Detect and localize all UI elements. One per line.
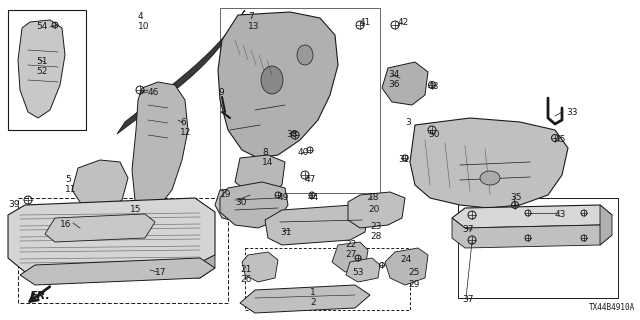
- Text: 6: 6: [180, 118, 186, 127]
- Text: 35: 35: [510, 193, 522, 202]
- Text: 49: 49: [278, 193, 289, 202]
- Text: 5: 5: [65, 175, 71, 184]
- Text: 53: 53: [352, 268, 364, 277]
- Text: 12: 12: [180, 128, 191, 137]
- Text: 24: 24: [400, 255, 412, 264]
- Text: 47: 47: [305, 175, 316, 184]
- Bar: [220, 8, 380, 193]
- Bar: [8, 10, 86, 130]
- Text: 43: 43: [555, 210, 566, 219]
- Text: 54: 54: [36, 22, 47, 31]
- Polygon shape: [382, 62, 428, 105]
- Text: 4: 4: [138, 12, 143, 21]
- Polygon shape: [240, 285, 370, 313]
- Text: 16: 16: [60, 220, 72, 229]
- Text: 15: 15: [130, 205, 141, 214]
- Text: 7: 7: [248, 12, 253, 21]
- Polygon shape: [117, 10, 245, 134]
- Text: 50: 50: [428, 130, 440, 139]
- Polygon shape: [18, 20, 65, 118]
- Text: TX44B4910A: TX44B4910A: [589, 303, 635, 312]
- Text: 22: 22: [345, 240, 356, 249]
- Polygon shape: [410, 118, 568, 208]
- Polygon shape: [452, 205, 612, 228]
- Text: 46: 46: [148, 88, 159, 97]
- Text: 29: 29: [408, 280, 419, 289]
- Text: 33: 33: [566, 108, 577, 117]
- Polygon shape: [218, 12, 338, 158]
- Text: 25: 25: [408, 268, 419, 277]
- Polygon shape: [20, 258, 215, 285]
- Bar: [18, 198, 228, 303]
- Polygon shape: [452, 218, 612, 248]
- Text: FR.: FR.: [29, 291, 51, 301]
- Text: 37: 37: [462, 295, 474, 304]
- Text: 19: 19: [220, 190, 232, 199]
- Text: 27: 27: [345, 250, 356, 259]
- Polygon shape: [346, 258, 380, 282]
- Text: 44: 44: [308, 193, 319, 202]
- Polygon shape: [235, 155, 285, 195]
- Text: 34: 34: [388, 70, 399, 79]
- Polygon shape: [385, 248, 428, 285]
- Text: 37: 37: [462, 225, 474, 234]
- Text: 42: 42: [398, 18, 409, 27]
- Text: 17: 17: [155, 268, 166, 277]
- Polygon shape: [220, 182, 288, 228]
- Polygon shape: [332, 242, 368, 272]
- Text: 26: 26: [240, 275, 252, 284]
- Polygon shape: [8, 198, 215, 272]
- Text: 21: 21: [240, 265, 252, 274]
- Text: 10: 10: [138, 22, 150, 31]
- Text: 14: 14: [262, 158, 273, 167]
- Ellipse shape: [297, 45, 313, 65]
- Text: 3: 3: [405, 118, 411, 127]
- Polygon shape: [600, 205, 612, 245]
- Polygon shape: [132, 82, 188, 208]
- Text: 1: 1: [310, 288, 316, 297]
- Text: 13: 13: [248, 22, 259, 31]
- Text: 38: 38: [286, 130, 298, 139]
- Polygon shape: [242, 252, 278, 282]
- Polygon shape: [72, 160, 128, 210]
- Bar: [458, 198, 618, 298]
- Text: 8: 8: [262, 148, 268, 157]
- Text: 18: 18: [368, 193, 380, 202]
- Ellipse shape: [261, 66, 283, 94]
- Text: 30: 30: [235, 198, 246, 207]
- Text: 28: 28: [370, 232, 381, 241]
- Text: 9: 9: [218, 88, 224, 97]
- Text: 45: 45: [555, 135, 566, 144]
- Text: 52: 52: [36, 67, 47, 76]
- Text: 11: 11: [65, 185, 77, 194]
- Text: 36: 36: [388, 80, 399, 89]
- Text: 39: 39: [8, 200, 19, 209]
- Text: 32: 32: [398, 155, 410, 164]
- Text: 48: 48: [428, 82, 440, 91]
- Text: 23: 23: [370, 222, 381, 231]
- Text: 20: 20: [368, 205, 380, 214]
- Text: 31: 31: [280, 228, 291, 237]
- Polygon shape: [265, 205, 368, 245]
- Text: 2: 2: [310, 298, 316, 307]
- Polygon shape: [45, 214, 155, 242]
- Ellipse shape: [480, 171, 500, 185]
- Text: 51: 51: [36, 57, 47, 66]
- Text: 40: 40: [298, 148, 309, 157]
- Polygon shape: [215, 188, 255, 222]
- Polygon shape: [348, 192, 405, 228]
- Bar: [245, 248, 410, 310]
- Polygon shape: [195, 255, 215, 278]
- Text: 41: 41: [360, 18, 371, 27]
